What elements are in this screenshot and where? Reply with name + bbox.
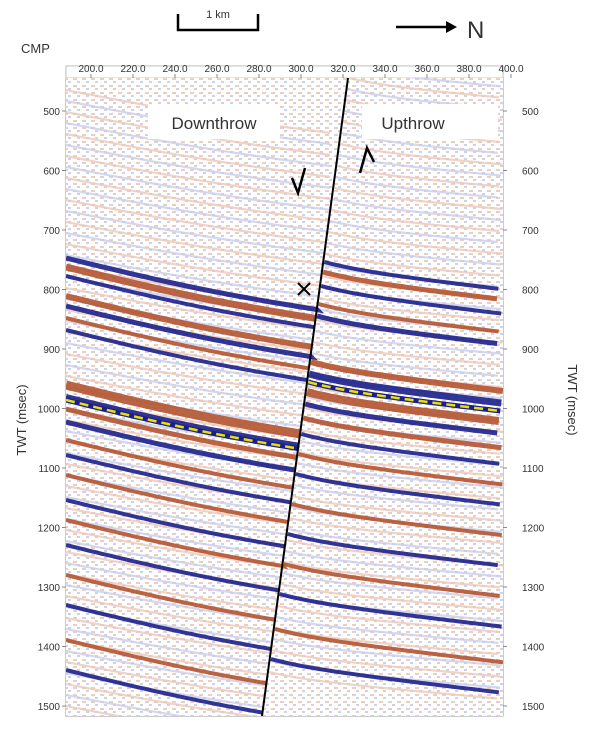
twt-tick-label: 1500 bbox=[38, 702, 61, 713]
twt-tick-label: 600 bbox=[522, 167, 539, 178]
twt-tick-label: 600 bbox=[43, 167, 60, 178]
twt-tick-label: 900 bbox=[522, 345, 539, 356]
downthrow-annotation: Downthrow bbox=[148, 104, 280, 139]
twt-tick-label: 800 bbox=[522, 286, 539, 297]
cmp-tick-label: 240.0 bbox=[162, 64, 187, 75]
cmp-tick-label: 360.0 bbox=[414, 64, 439, 75]
twt-tick-label: 1000 bbox=[522, 405, 545, 416]
twt-tick-label: 1400 bbox=[522, 643, 545, 654]
twt-tick-label: 1300 bbox=[38, 583, 61, 594]
cmp-tick-label: 280.0 bbox=[246, 64, 271, 75]
twt-tick-label: 700 bbox=[522, 226, 539, 237]
twt-tick-label: 1500 bbox=[522, 702, 545, 713]
twt-tick-label: 500 bbox=[522, 107, 539, 118]
cmp-tick-label: 260.0 bbox=[204, 64, 229, 75]
north-label: N bbox=[467, 17, 484, 44]
y-axis-label-left: TWT (msec) bbox=[14, 384, 29, 455]
cmp-tick-label: 380.0 bbox=[456, 64, 481, 75]
cmp-tick-label: 400.0 bbox=[498, 64, 523, 75]
upthrow-annotation: Upthrow bbox=[362, 104, 498, 139]
cmp-tick-label: 220.0 bbox=[120, 64, 145, 75]
cmp-tick-label: 320.0 bbox=[330, 64, 355, 75]
scale-bar-label: 1 km bbox=[206, 9, 230, 21]
twt-tick-label: 1000 bbox=[38, 405, 61, 416]
twt-tick-label: 700 bbox=[43, 226, 60, 237]
twt-tick-label: 1200 bbox=[522, 524, 545, 535]
fault-intersection-marker bbox=[297, 282, 311, 296]
arrow-head-icon bbox=[446, 21, 457, 33]
fault-line bbox=[261, 77, 349, 717]
downthrow-label: Downthrow bbox=[171, 114, 257, 133]
down-motion-arrow-icon bbox=[290, 167, 307, 197]
seismic-image bbox=[66, 78, 503, 716]
twt-tick-label: 800 bbox=[43, 286, 60, 297]
cmp-tick-label: 340.0 bbox=[372, 64, 397, 75]
twt-tick-label: 1200 bbox=[38, 524, 61, 535]
twt-tick-labels-left: 500 600 700 800 900 1000 1100 1200 1300 1400 1500 bbox=[38, 107, 66, 713]
cmp-tick-labels: 200.0 220.0 240.0 260.0 280.0 300.0 320.0 340.0… bbox=[78, 64, 524, 78]
horizon-pick-downthrow-dash bbox=[66, 398, 299, 450]
scale-bar: 1 km bbox=[176, 9, 260, 32]
twt-tick-labels-right: 500 600 700 800 900 1000 1100 1200 1300 1400 1500 bbox=[503, 107, 545, 713]
cmp-tick-label: 300.0 bbox=[288, 64, 313, 75]
twt-tick-label: 1100 bbox=[38, 464, 60, 475]
y-axis-label-right: TWT (msec) bbox=[565, 364, 580, 435]
twt-tick-label: 500 bbox=[43, 107, 60, 118]
up-motion-arrow-icon bbox=[358, 144, 376, 174]
twt-tick-label: 900 bbox=[43, 345, 60, 356]
upthrow-label: Upthrow bbox=[381, 114, 445, 133]
twt-tick-label: 1300 bbox=[522, 583, 545, 594]
reflector-group bbox=[66, 78, 503, 716]
cmp-axis-title: CMP bbox=[21, 41, 50, 56]
horizon-pick-upthrow-dash bbox=[307, 380, 501, 413]
north-arrow: N bbox=[396, 17, 484, 44]
cmp-tick-label: 200.0 bbox=[78, 64, 103, 75]
twt-tick-label: 1400 bbox=[38, 643, 61, 654]
twt-tick-label: 1100 bbox=[522, 464, 544, 475]
